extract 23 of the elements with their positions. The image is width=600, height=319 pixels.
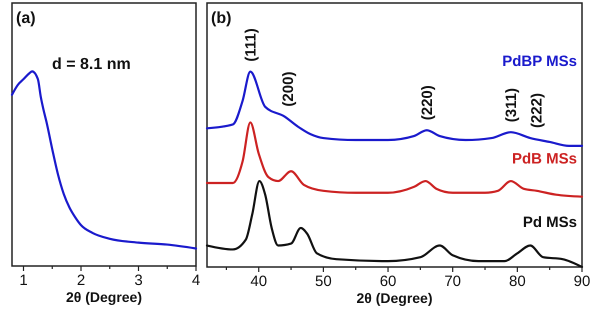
x-tick-label: 2 [76, 272, 86, 289]
annotation: (311) [502, 88, 520, 122]
annotation: (200) [280, 72, 297, 107]
chart-title: (a) [16, 10, 36, 27]
x-tick-label: 70 [444, 273, 462, 290]
x-axis-title: 2θ (Degree) [356, 290, 433, 306]
x-tick-label: 60 [380, 273, 396, 290]
annotation: (220) [418, 85, 436, 120]
annotation: d = 8.1 nm [52, 56, 131, 73]
x-tick-label: 50 [315, 273, 332, 290]
series-label: Pd MSs [522, 214, 577, 231]
x-tick-label: 80 [509, 273, 526, 290]
x-tick-label: 40 [250, 273, 268, 290]
x-axis-title: 2θ (Degree) [66, 289, 142, 305]
x-tick-label: 90 [574, 273, 590, 290]
annotation: (111) [242, 28, 260, 62]
x-tick-label: 4 [192, 272, 200, 289]
x-tick-label: 3 [134, 272, 143, 289]
text: PdBP MSs [502, 52, 577, 70]
series-label: PdB MSs [512, 150, 577, 168]
chart-title: (b) [211, 10, 232, 27]
x-tick-label: 1 [19, 272, 28, 289]
annotation: (222) [528, 93, 546, 128]
